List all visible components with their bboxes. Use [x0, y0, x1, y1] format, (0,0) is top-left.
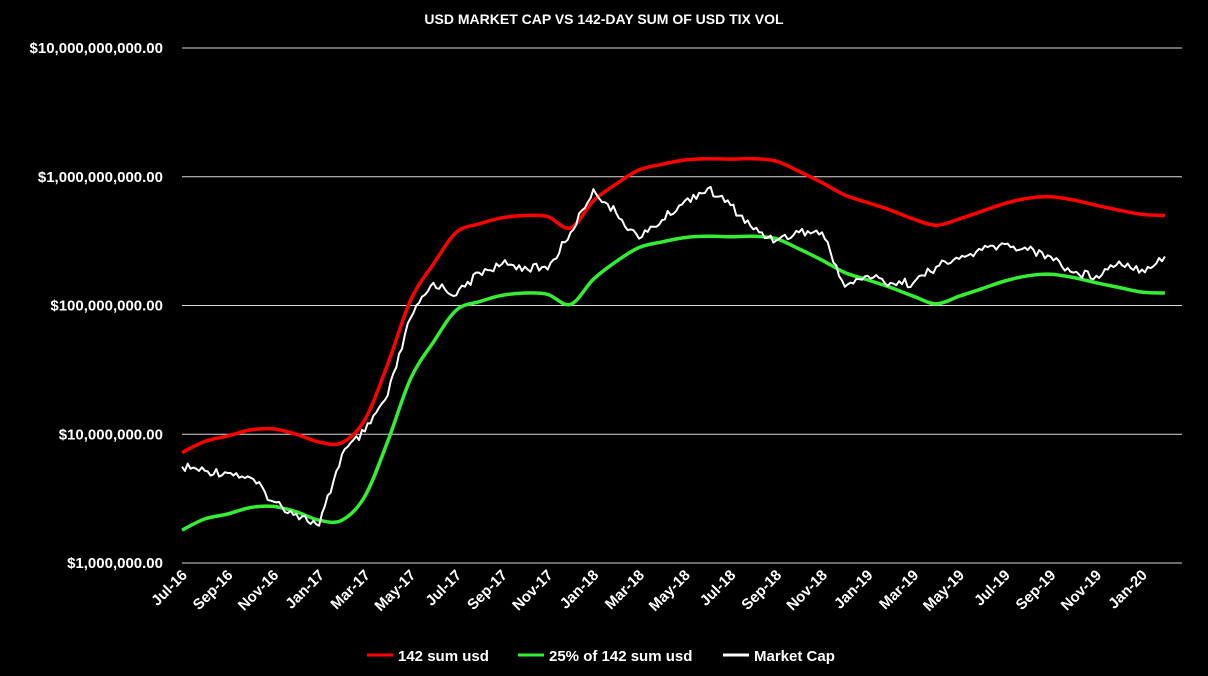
- chart-title: USD MARKET CAP VS 142-DAY SUM OF USD TIX…: [424, 11, 784, 27]
- series-25pct-of-142-sum: [181, 234, 1165, 532]
- legend-label-142-sum: 142 sum usd: [398, 648, 489, 665]
- legend-label-25pct: 25% of 142 sum usd: [549, 648, 692, 665]
- series-market-cap: [181, 185, 1166, 527]
- legend-label-market-cap: Market Cap: [754, 648, 835, 665]
- series-lines: [181, 156, 1166, 532]
- y-tick-label: $1,000,000,000.00: [38, 169, 163, 186]
- legend: 142 sum usd 25% of 142 sum usd Market Ca…: [367, 648, 835, 665]
- y-tick-label: $1,000,000.00: [67, 555, 163, 572]
- y-tick-label: $100,000,000.00: [50, 298, 163, 315]
- series-142-sum-usd: [181, 156, 1165, 455]
- y-axis-labels: $1,000,000.00 $10,000,000.00 $100,000,000.…: [30, 40, 163, 572]
- gridlines: [182, 47, 1182, 435]
- y-tick-label: $10,000,000,000.00: [30, 40, 163, 57]
- y-tick-label: $10,000,000.00: [59, 426, 163, 443]
